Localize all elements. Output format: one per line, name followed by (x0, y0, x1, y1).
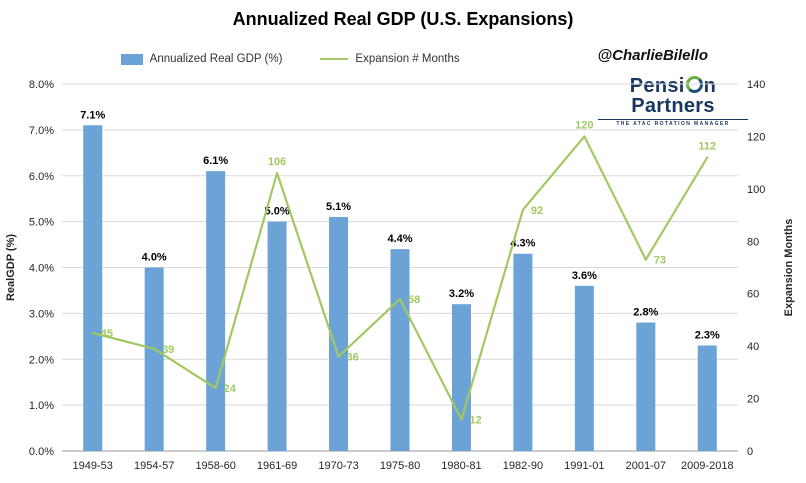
right-axis-tick: 60 (747, 289, 759, 301)
line-swatch-icon (320, 58, 349, 60)
right-axis-tick: 120 (747, 131, 765, 143)
gdp-bar (390, 249, 410, 451)
line-value-label: 120 (575, 119, 593, 131)
gdp-bar (574, 285, 594, 451)
left-axis-tick: 3.0% (29, 308, 54, 320)
left-axis-tick: 1.0% (29, 400, 54, 412)
gdp-bar (267, 221, 287, 451)
bar-value-label: 6.1% (203, 155, 228, 167)
legend-item-months: Expansion # Months (320, 53, 460, 65)
x-axis-label: 1982-90 (503, 460, 543, 472)
line-value-label: 73 (654, 255, 666, 267)
left-axis-tick: 6.0% (29, 171, 54, 183)
right-axis-tick: 140 (747, 79, 765, 91)
bar-value-label: 2.8% (633, 307, 658, 319)
line-value-label: 39 (162, 344, 174, 356)
left-axis-tick: 8.0% (29, 79, 54, 91)
right-axis-tick: 80 (747, 236, 759, 248)
x-axis-label: 1970-73 (318, 460, 358, 472)
author-handle: @CharlieBilello (597, 47, 709, 64)
left-axis-title: RealGDP (%) (5, 234, 17, 301)
line-value-label: 92 (531, 205, 543, 217)
x-axis-label: 1954-57 (134, 460, 174, 472)
gdp-bar (83, 125, 103, 451)
line-value-label: 45 (101, 328, 113, 340)
gdp-bar (451, 304, 471, 451)
left-axis-tick: 4.0% (29, 263, 54, 275)
legend-label-months: Expansion # Months (355, 53, 460, 65)
line-value-label: 112 (698, 140, 716, 152)
bar-value-label: 4.4% (387, 233, 412, 245)
bar-value-label: 3.2% (449, 288, 474, 300)
bar-value-label: 3.6% (572, 270, 597, 282)
bar-value-label: 2.3% (695, 329, 720, 341)
bar-value-label: 5.1% (326, 201, 351, 213)
x-axis-label: 1961-69 (257, 460, 297, 472)
x-axis-label: 1949-53 (73, 460, 113, 472)
left-axis-tick: 5.0% (29, 217, 54, 229)
gdp-bar (329, 217, 349, 451)
gdp-bar (513, 253, 533, 451)
chart-legend: Annualized Real GDP (%) Expansion # Mont… (0, 53, 580, 65)
x-axis-label: 2009-2018 (681, 460, 734, 472)
left-axis-tick: 2.0% (29, 354, 54, 366)
gdp-bar (144, 267, 164, 451)
right-axis-title: Expansion Months (783, 219, 795, 317)
brand-name-prefix: Pensi (629, 75, 685, 97)
gdp-bar (206, 171, 226, 451)
brand-tagline: THE ATAC ROTATION MANAGER (598, 119, 748, 127)
gdp-bar (697, 345, 717, 451)
line-value-label: 36 (347, 352, 359, 364)
x-axis-label: 1958-60 (195, 460, 235, 472)
bar-value-label: 4.3% (510, 238, 535, 250)
bar-value-label: 7.1% (80, 109, 105, 121)
chart-title: Annualized Real GDP (U.S. Expansions) (232, 9, 574, 29)
expansion-months-line (91, 135, 709, 421)
left-axis-tick: 7.0% (29, 125, 54, 137)
bar-value-label: 4.0% (142, 252, 167, 264)
bar-value-label: 5.0% (265, 206, 290, 218)
right-axis-tick: 0 (747, 446, 753, 458)
right-axis-tick: 40 (747, 341, 759, 353)
x-axis-label: 1975-80 (380, 460, 420, 472)
x-axis-label: 1980-81 (441, 460, 481, 472)
legend-item-gdp: Annualized Real GDP (%) (120, 53, 283, 65)
x-axis-label: 2001-07 (626, 460, 666, 472)
right-axis-tick: 100 (747, 184, 765, 196)
line-value-label: 12 (469, 415, 481, 427)
right-axis-tick: 20 (747, 394, 759, 406)
line-value-label: 24 (224, 383, 237, 395)
line-value-label: 58 (408, 294, 420, 306)
x-axis-label: 1991-01 (564, 460, 604, 472)
line-value-label: 106 (268, 156, 286, 168)
gdp-bar (636, 322, 656, 451)
left-axis-tick: 0.0% (29, 446, 54, 458)
bar-swatch-icon (120, 53, 143, 65)
brand-name-suffix: n Partners (631, 75, 717, 117)
legend-label-gdp: Annualized Real GDP (%) (149, 53, 283, 65)
